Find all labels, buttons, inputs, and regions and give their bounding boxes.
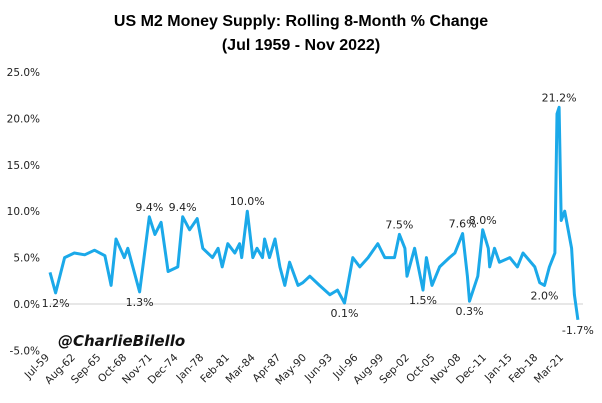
y-tick-label: 10.0% bbox=[7, 206, 40, 218]
data-label: 0.1% bbox=[331, 307, 359, 320]
y-tick-label: -5.0% bbox=[10, 345, 40, 357]
watermark: @CharlieBilello bbox=[58, 332, 185, 350]
data-label: 1.3% bbox=[126, 296, 154, 309]
y-tick-label: 5.0% bbox=[13, 253, 40, 265]
data-label: 9.4% bbox=[169, 201, 197, 214]
series-line bbox=[48, 105, 580, 321]
y-tick-label: 25.0% bbox=[7, 67, 40, 79]
x-tick-label: Mar-84 bbox=[224, 351, 258, 385]
y-tick-label: 0.0% bbox=[13, 299, 40, 311]
data-label: -1.7% bbox=[562, 324, 594, 337]
chart-title: US M2 Money Supply: Rolling 8-Month % Ch… bbox=[114, 13, 488, 30]
data-label: 2.0% bbox=[531, 289, 559, 302]
x-tick-label: Mar-21 bbox=[532, 352, 566, 386]
data-label: 1.2% bbox=[42, 297, 70, 310]
data-label: 7.6% bbox=[449, 217, 477, 230]
x-tick-label: Jun-93 bbox=[302, 352, 335, 385]
y-tick-label: 20.0% bbox=[7, 113, 40, 125]
data-label: 21.2% bbox=[542, 91, 577, 104]
chart-subtitle: (Jul 1959 - Nov 2022) bbox=[222, 37, 380, 54]
data-label: 9.4% bbox=[135, 201, 163, 214]
data-label: 10.0% bbox=[230, 195, 265, 208]
data-label: 0.3% bbox=[456, 305, 484, 318]
y-tick-label: 15.0% bbox=[7, 160, 40, 172]
data-label: 7.5% bbox=[385, 218, 413, 231]
data-label: 8.0% bbox=[469, 214, 497, 227]
data-label: 1.5% bbox=[409, 294, 437, 307]
